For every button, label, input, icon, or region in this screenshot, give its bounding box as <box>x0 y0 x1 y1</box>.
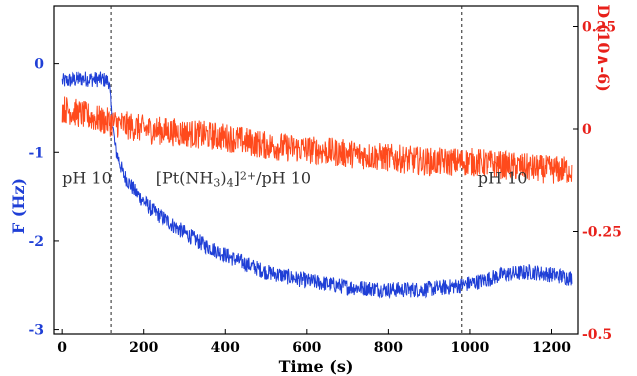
annotation-part: [Pt(NH <box>156 168 214 187</box>
series-line-D <box>61 96 573 184</box>
plot-frame <box>53 5 579 335</box>
left-tick-label: 0 <box>34 57 44 73</box>
left-axis-title: F (Hz) <box>9 178 28 234</box>
x-tick-label: 0 <box>57 340 67 356</box>
x-tick-label: 400 <box>211 340 240 356</box>
right-tick-label: -0.25 <box>582 225 622 241</box>
annotation-part: 4 <box>227 176 234 189</box>
x-tick-label: 1200 <box>532 340 571 356</box>
right-tick-label: 0.25 <box>582 20 616 36</box>
x-tick-label: 1000 <box>450 340 489 356</box>
axes-layer: 0 200 400 600 800 1000 1200 0 -1 -2 -3 0.25 0 -0.25 -0… <box>28 20 621 357</box>
right-tick-label: -0.5 <box>582 327 612 343</box>
left-tick-label: -3 <box>28 323 44 339</box>
right-axis-title: D (10∧-6) <box>594 4 613 92</box>
annotation-part: 3 <box>213 176 220 189</box>
annotation-label: pH 10 <box>62 168 112 187</box>
event-lines-layer <box>110 6 463 334</box>
x-tick-label: 600 <box>292 340 321 356</box>
series-layer <box>61 71 573 300</box>
annotation-label: [Pt(NH3)4]2+/pH 10 <box>156 168 311 189</box>
x-tick-label: 200 <box>129 340 158 356</box>
left-tick-label: -2 <box>28 234 44 250</box>
annotation-part: ) <box>220 168 226 187</box>
x-tick-label: 800 <box>374 340 403 356</box>
left-tick-label: -1 <box>28 145 44 161</box>
x-axis-title: Time (s) <box>279 357 354 376</box>
annotation-label: pH 10 <box>478 168 528 187</box>
annotation-part: /pH 10 <box>256 168 311 187</box>
series-line-F <box>61 71 573 300</box>
annotation-part: 2+ <box>240 169 256 182</box>
right-tick-label: 0 <box>582 122 592 138</box>
annotation-layer: pH 10 [Pt(NH3)4]2+/pH 10 pH 10 <box>62 168 527 189</box>
annotation-part: ] <box>234 168 240 187</box>
